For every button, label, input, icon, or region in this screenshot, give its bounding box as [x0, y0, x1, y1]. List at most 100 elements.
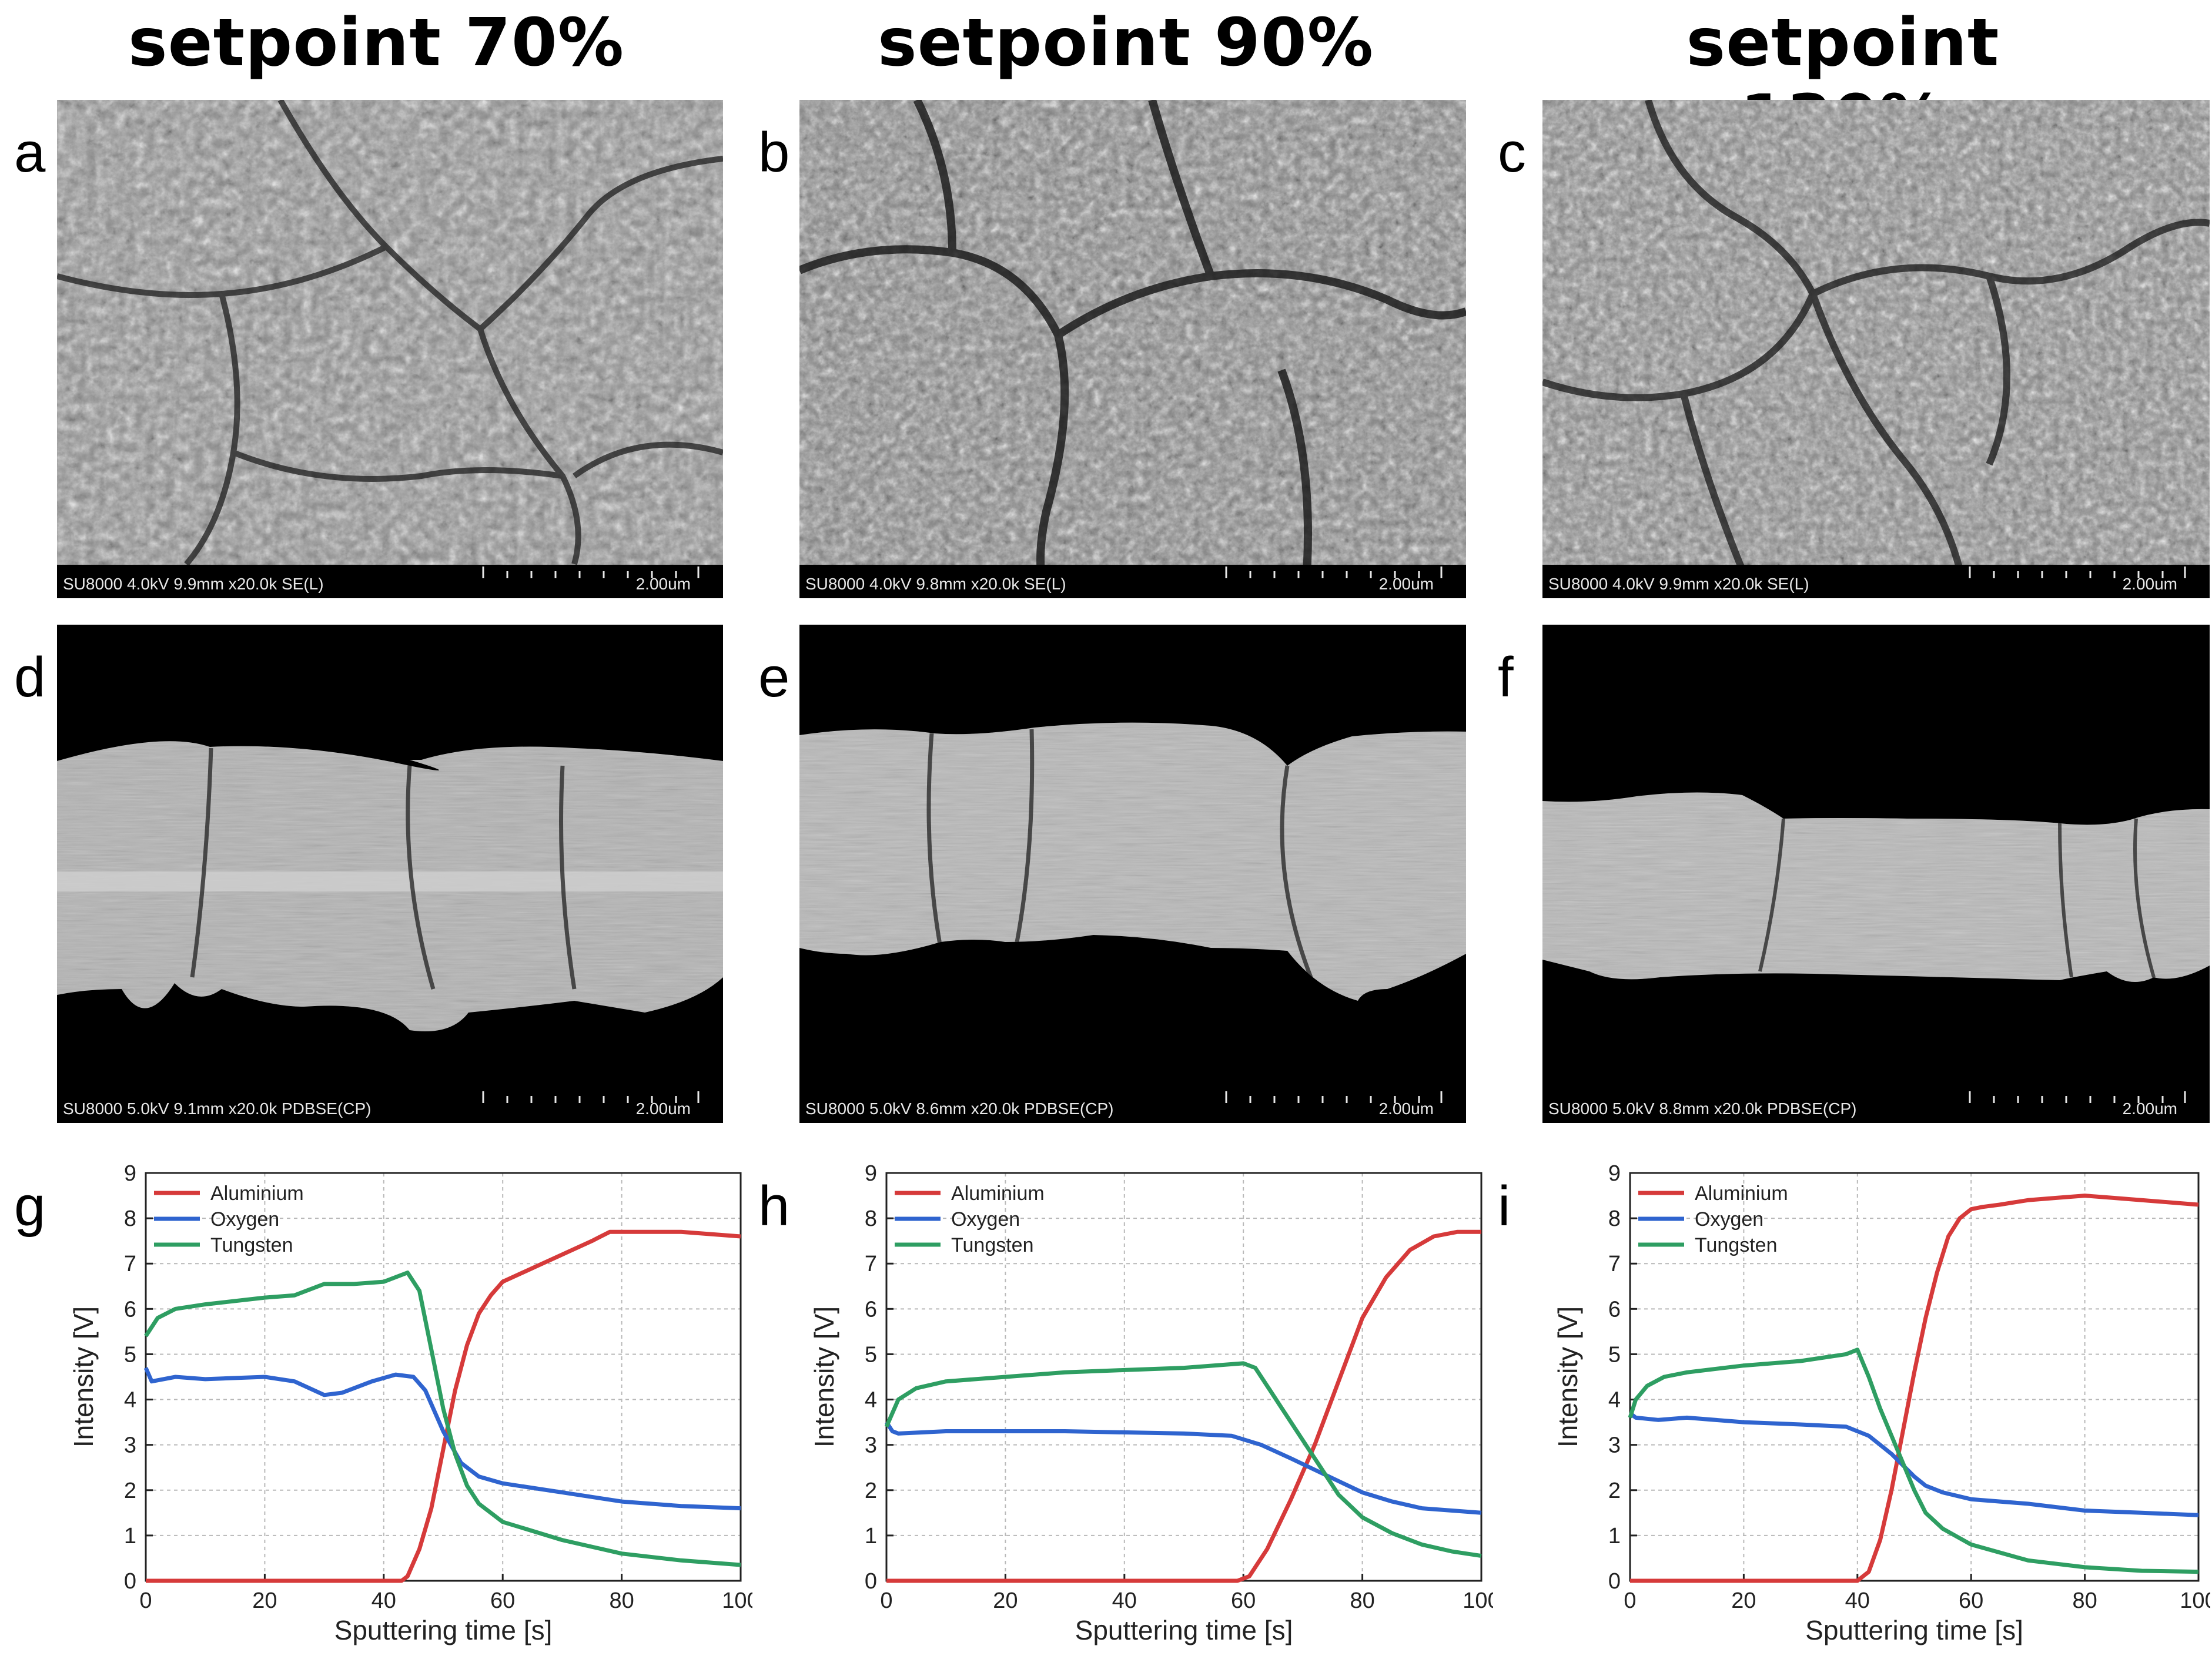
legend-label-aluminium: Aluminium [210, 1182, 304, 1205]
y-tick-label: 9 [124, 1161, 136, 1186]
y-tick-label: 5 [865, 1342, 877, 1367]
sem-metadata: SU8000 5.0kV 8.6mm x20.0k PDBSE(CP) [805, 1100, 1114, 1118]
y-tick-label: 7 [124, 1252, 136, 1276]
chart-svg: 0 20 40 60 80 100 0 1 2 3 4 5 6 7 8 9 Sputtering time [s… [68, 1161, 752, 1645]
series-line-tungsten [1628, 1347, 2199, 1574]
legend: Aluminium Oxygen Tungsten [1638, 1182, 1788, 1256]
panel-label-b: b [758, 121, 790, 184]
y-axis-label: Intensity [V] [1552, 1306, 1583, 1447]
sem-metadata: SU8000 4.0kV 9.9mm x20.0k SE(L) [1548, 575, 1809, 593]
y-tick-label: 8 [1608, 1206, 1621, 1231]
sem-info-bar: SU8000 5.0kV 8.8mm x20.0k PDBSE(CP) 2.00… [1542, 1090, 2210, 1123]
x-tick-label: 80 [2072, 1588, 2097, 1613]
scale-bar-ticks [482, 1091, 700, 1103]
x-tick-label: 100 [1463, 1588, 1493, 1613]
depth-profile-chart-h: 0 20 40 60 80 100 0 1 2 3 4 5 6 7 8 9 Sputtering time [s… [799, 1152, 1493, 1669]
x-tick-label: 100 [2180, 1588, 2210, 1613]
x-tick-label: 40 [1112, 1588, 1137, 1613]
legend-label-tungsten: Tungsten [210, 1234, 293, 1256]
y-tick-label: 4 [865, 1388, 877, 1413]
depth-profile-chart-i: 0 20 40 60 80 100 0 1 2 3 4 5 6 7 8 9 Sputtering time [s… [1543, 1152, 2210, 1669]
series-line-aluminium [886, 1229, 1481, 1583]
sem-cross-section-image-d: SU8000 5.0kV 9.1mm x20.0k PDBSE(CP) 2.00… [57, 625, 723, 1123]
sem-surface-texture [57, 100, 723, 598]
y-tick-label: 3 [865, 1433, 877, 1458]
panel-label-a: a [14, 121, 46, 184]
scale-bar-ticks [482, 567, 700, 578]
series-line-oxygen [143, 1367, 741, 1511]
x-tick-label: 40 [1845, 1588, 1870, 1613]
sem-info-bar: SU8000 5.0kV 8.6mm x20.0k PDBSE(CP) 2.00… [799, 1090, 1466, 1123]
scale-bar-label: 2.00um [1378, 575, 1434, 593]
column-title-130: setpoint 130% [1686, 5, 2000, 157]
ticks: 0 20 40 60 80 100 0 1 2 3 4 5 6 7 8 9 [865, 1161, 1493, 1613]
x-tick-label: 40 [372, 1588, 396, 1613]
y-tick-label: 6 [865, 1297, 877, 1322]
chart-svg: 0 20 40 60 80 100 0 1 2 3 4 5 6 7 8 9 Sputtering time [s… [1552, 1161, 2210, 1645]
x-tick-label: 0 [139, 1588, 152, 1613]
y-axis-label: Intensity [V] [809, 1306, 839, 1447]
sem-cross-section-image-e: SU8000 5.0kV 8.6mm x20.0k PDBSE(CP) 2.00… [799, 625, 1466, 1123]
sem-surface-image-c: SU8000 4.0kV 9.9mm x20.0k SE(L) 2.00um [1542, 100, 2210, 598]
series-line-tungsten [884, 1361, 1482, 1558]
panel-label-g: g [14, 1175, 46, 1238]
y-tick-label: 5 [124, 1342, 136, 1367]
legend: Aluminium Oxygen Tungsten [895, 1182, 1045, 1256]
plot-frame [1629, 1172, 2200, 1582]
panel-label-e: e [758, 646, 790, 709]
x-tick-label: 20 [1731, 1588, 1756, 1613]
cross-section-film [1542, 625, 2210, 1123]
x-axis-label: Sputtering time [s] [1805, 1615, 2023, 1645]
x-tick-label: 20 [252, 1588, 277, 1613]
column-title-90: setpoint 90% [877, 5, 1374, 81]
y-tick-label: 8 [124, 1206, 136, 1231]
series-line-oxygen [1628, 1411, 2199, 1517]
x-tick-label: 100 [722, 1588, 752, 1613]
x-tick-label: 20 [993, 1588, 1018, 1613]
scale-bar-ticks [1969, 1091, 2186, 1103]
scale-bar-ticks [1225, 1091, 1443, 1103]
plot-frame [145, 1172, 742, 1582]
y-tick-label: 0 [124, 1569, 136, 1594]
legend-label-oxygen: Oxygen [1695, 1208, 1763, 1231]
y-tick-label: 2 [124, 1479, 136, 1503]
y-tick-label: 2 [1608, 1479, 1621, 1503]
y-tick-label: 8 [865, 1206, 877, 1231]
panel-label-i: i [1498, 1175, 1511, 1238]
x-tick-label: 80 [609, 1588, 634, 1613]
panel-label-h: h [758, 1175, 790, 1238]
y-tick-label: 0 [865, 1569, 877, 1594]
sem-info-bar: SU8000 4.0kV 9.8mm x20.0k SE(L) 2.00um [799, 565, 1466, 598]
panel-label-c: c [1498, 121, 1526, 184]
y-tick-label: 4 [124, 1388, 136, 1413]
y-tick-label: 9 [865, 1161, 877, 1186]
sem-metadata: SU8000 5.0kV 8.8mm x20.0k PDBSE(CP) [1548, 1100, 1857, 1118]
sem-metadata: SU8000 4.0kV 9.9mm x20.0k SE(L) [63, 575, 324, 593]
y-tick-label: 6 [1608, 1297, 1621, 1322]
panel-label-d: d [14, 646, 46, 709]
series-line-aluminium [146, 1229, 741, 1583]
legend-label-aluminium: Aluminium [1695, 1182, 1788, 1205]
y-tick-label: 1 [865, 1524, 877, 1548]
scale-bar-label: 2.00um [635, 575, 691, 593]
scale-bar-ticks [1969, 567, 2186, 578]
cross-section-film [57, 625, 723, 1123]
series-line-tungsten [144, 1271, 741, 1567]
sem-info-bar: SU8000 4.0kV 9.9mm x20.0k SE(L) 2.00um [1542, 565, 2210, 598]
sem-metadata: SU8000 5.0kV 9.1mm x20.0k PDBSE(CP) [63, 1100, 372, 1118]
sem-surface-texture [1542, 100, 2210, 598]
y-tick-label: 7 [865, 1252, 877, 1276]
legend-label-tungsten: Tungsten [1695, 1234, 1778, 1256]
sem-cross-section-image-f: SU8000 5.0kV 8.8mm x20.0k PDBSE(CP) 2.00… [1542, 625, 2210, 1123]
y-tick-label: 3 [1608, 1433, 1621, 1458]
scale-bar-label: 2.00um [2122, 1100, 2177, 1118]
sem-surface-image-b: SU8000 4.0kV 9.8mm x20.0k SE(L) 2.00um [799, 100, 1466, 598]
x-tick-label: 0 [1624, 1588, 1636, 1613]
legend-label-oxygen: Oxygen [210, 1208, 279, 1231]
cross-section-film [799, 625, 1466, 1123]
depth-profile-chart-g: 0 20 40 60 80 100 0 1 2 3 4 5 6 7 8 9 Sputtering time [s… [59, 1152, 752, 1669]
sem-metadata: SU8000 4.0kV 9.8mm x20.0k SE(L) [805, 575, 1066, 593]
grid [146, 1173, 741, 1581]
scale-bar-label: 2.00um [2122, 575, 2177, 593]
y-tick-label: 5 [1608, 1342, 1621, 1367]
